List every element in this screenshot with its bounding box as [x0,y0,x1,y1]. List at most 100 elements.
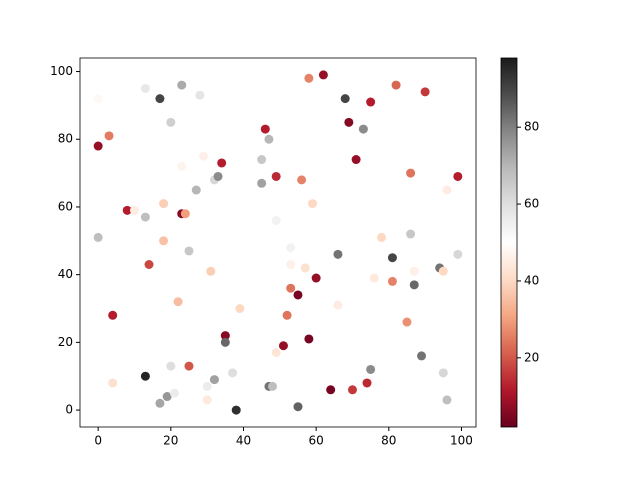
point [304,73,314,83]
point [442,395,452,405]
point [311,273,321,283]
point [93,232,103,242]
point [358,124,368,134]
point [184,361,194,371]
point [344,117,354,127]
point [228,368,238,378]
point [155,398,165,408]
point [369,273,379,283]
point [304,334,314,344]
point [166,361,176,371]
point [347,385,357,395]
point [286,283,296,293]
point [453,249,463,259]
point [199,151,209,161]
x-tick-label: 20 [163,434,178,448]
point [406,229,416,239]
point [144,260,154,270]
point [140,212,150,222]
point [438,266,448,276]
point [413,256,423,266]
point [169,388,179,398]
plot-frame [79,57,477,428]
point [387,253,397,263]
point [438,368,448,378]
point [260,124,270,134]
point [155,94,165,104]
y-tick-label: 0 [65,403,73,417]
point [220,337,230,347]
plot-area [80,58,476,427]
y-tick-label: 80 [58,132,73,146]
point [264,134,274,144]
point [108,310,118,320]
point [293,402,303,412]
point [159,199,169,209]
point [93,141,103,151]
point [442,185,452,195]
point [282,310,292,320]
point [326,385,336,395]
point [140,371,150,381]
point [351,155,361,165]
point [93,94,103,104]
colorbar-tick-label: 40 [524,273,539,287]
point [387,276,397,286]
point [391,80,401,90]
colorbar-tick-label: 60 [524,197,539,211]
point [333,249,343,259]
point [173,297,183,307]
point [257,155,267,165]
point [362,378,372,388]
point [213,171,223,181]
point [297,175,307,185]
point [235,304,245,314]
y-tick-label: 40 [58,267,73,281]
colorbar-tick-label: 20 [524,350,539,364]
x-tick-label: 80 [381,434,396,448]
point [202,381,212,391]
point [206,266,216,276]
point [377,232,387,242]
point [202,395,212,405]
point [453,171,463,181]
x-tick-label: 60 [309,434,324,448]
point [286,260,296,270]
point [271,215,281,225]
point [409,280,419,290]
point [340,94,350,104]
point [417,351,427,361]
point [180,209,190,219]
point [286,243,296,253]
point [104,131,114,141]
point [217,158,227,168]
x-tick-label: 100 [450,434,473,448]
point [406,168,416,178]
point [271,171,281,181]
point [177,80,187,90]
point [366,364,376,374]
point [231,405,241,415]
point [293,290,303,300]
point [159,236,169,246]
point [318,70,328,80]
point [257,178,267,188]
x-tick-label: 40 [236,434,251,448]
point [420,87,430,97]
point [184,246,194,256]
colorbar [500,57,518,428]
point [333,300,343,310]
y-tick-label: 100 [50,64,73,78]
point [122,205,132,215]
point [268,381,278,391]
point [129,205,139,215]
point [220,331,230,341]
point [162,392,172,402]
point [195,90,205,100]
point [409,266,419,276]
colorbar-tick-label: 80 [524,120,539,134]
point [108,378,118,388]
point [300,263,310,273]
y-tick-label: 60 [58,199,73,213]
